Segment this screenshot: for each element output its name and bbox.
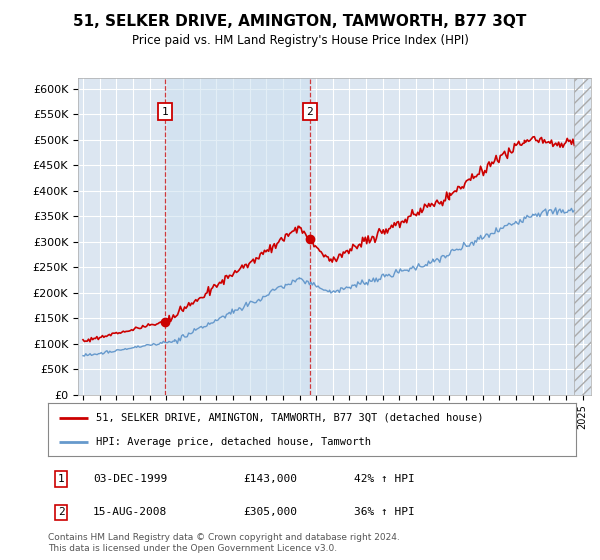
Text: 51, SELKER DRIVE, AMINGTON, TAMWORTH, B77 3QT: 51, SELKER DRIVE, AMINGTON, TAMWORTH, B7… [73, 14, 527, 29]
Text: 15-AUG-2008: 15-AUG-2008 [93, 507, 167, 517]
Text: HPI: Average price, detached house, Tamworth: HPI: Average price, detached house, Tamw… [95, 437, 371, 447]
Bar [574, 78, 591, 395]
Bar [165, 78, 310, 395]
Text: Contains HM Land Registry data © Crown copyright and database right 2024.
This d: Contains HM Land Registry data © Crown c… [48, 533, 400, 553]
Text: 1: 1 [58, 474, 65, 484]
Text: 2: 2 [307, 106, 313, 116]
Text: 36% ↑ HPI: 36% ↑ HPI [354, 507, 415, 517]
Text: 42% ↑ HPI: 42% ↑ HPI [354, 474, 415, 484]
Text: 03-DEC-1999: 03-DEC-1999 [93, 474, 167, 484]
Text: Price paid vs. HM Land Registry's House Price Index (HPI): Price paid vs. HM Land Registry's House … [131, 34, 469, 46]
Text: £305,000: £305,000 [244, 507, 298, 517]
Text: £143,000: £143,000 [244, 474, 298, 484]
Text: 1: 1 [161, 106, 169, 116]
Text: 2: 2 [58, 507, 65, 517]
Text: 51, SELKER DRIVE, AMINGTON, TAMWORTH, B77 3QT (detached house): 51, SELKER DRIVE, AMINGTON, TAMWORTH, B7… [95, 413, 483, 423]
